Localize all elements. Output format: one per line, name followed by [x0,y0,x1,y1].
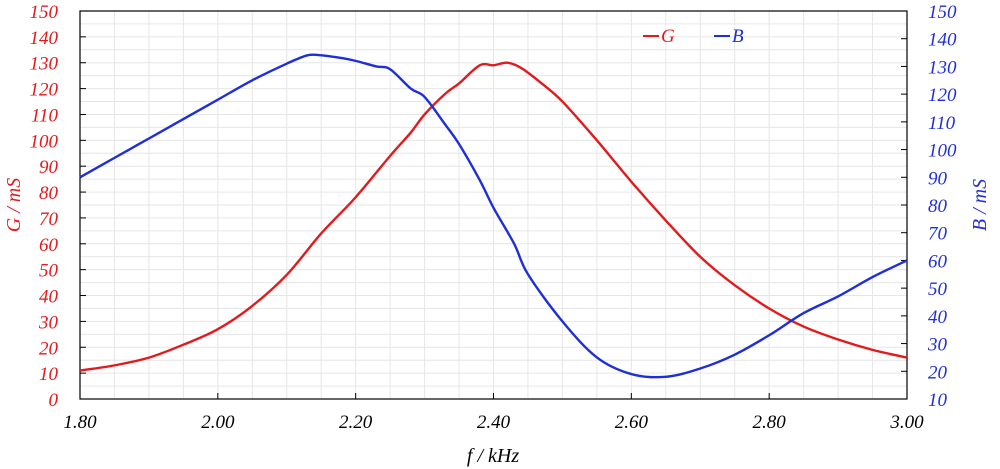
x-tick-label: 2.00 [201,412,235,433]
x-tick-labels: 1.80 2.00 2.20 2.40 2.60 2.80 3.00 [63,412,924,433]
y-tick-label-right: 110 [928,113,956,134]
y-tick-label-right: 70 [928,224,948,245]
y-tick-label-left: 150 [30,2,59,23]
y-tick-label-left: 50 [39,261,59,282]
y-tick-label-left: 100 [30,131,59,152]
y-axis-label-right: B / mS [969,179,991,231]
y-tick-label-right: 150 [928,2,957,23]
y-tick-label-left: 130 [30,54,59,75]
y-tick-label-right: 30 [927,335,948,356]
y-tick-label-left: 120 [30,80,59,101]
y-tick-label-left: 70 [39,209,59,230]
ticks [79,10,908,400]
series-line-g [79,61,908,372]
y-tick-label-left: 110 [31,105,59,126]
y-tick-label-left: 140 [30,28,59,49]
y-tick-label-left: 80 [39,183,59,204]
grid [79,10,908,400]
x-tick-label: 2.20 [339,412,373,433]
y-axis-label-left: G / mS [3,178,25,232]
y-tick-label-right: 120 [928,85,957,106]
y-tick-label-right: 40 [928,307,948,328]
series-line-b [79,53,908,379]
y-tick-label-left: 0 [49,390,59,411]
x-axis-label: f / kHz [467,445,519,467]
y-tick-label-right: 50 [928,279,948,300]
x-tick-label: 1.80 [63,412,97,433]
y-tick-label-right: 10 [928,390,948,411]
y-tick-label-right: 140 [928,30,957,51]
y-tick-label-left: 20 [39,338,59,359]
y-tick-label-right: 130 [928,57,957,78]
x-tick-label: 2.40 [477,412,511,433]
y-tick-label-left: 40 [39,287,59,308]
x-tick-label: 3.00 [889,412,924,433]
y-tick-label-right: 100 [928,141,957,162]
y-tick-labels-right: 10 20 30 40 50 60 70 80 90 100 110 120 130 140 150 [927,2,957,411]
y-tick-label-right: 60 [928,251,948,272]
x-tick-label: 2.80 [753,412,787,433]
legend-label-b: B [732,26,744,47]
legend-label-g: G [661,26,675,47]
y-tick-label-left: 10 [39,364,59,385]
y-tick-label-right: 20 [928,362,948,383]
series-layer [79,53,908,379]
y-tick-label-right: 90 [928,168,948,189]
y-tick-label-left: 90 [39,157,59,178]
x-tick-label: 2.60 [615,412,649,433]
legend: G B [643,26,744,47]
y-tick-label-left: 60 [39,235,59,256]
y-tick-label-right: 80 [928,196,948,217]
y-tick-labels-left: 0 10 20 30 40 50 60 70 80 90 100 110 120 130 140 150 [30,2,59,411]
y-tick-label-left: 30 [38,312,59,333]
